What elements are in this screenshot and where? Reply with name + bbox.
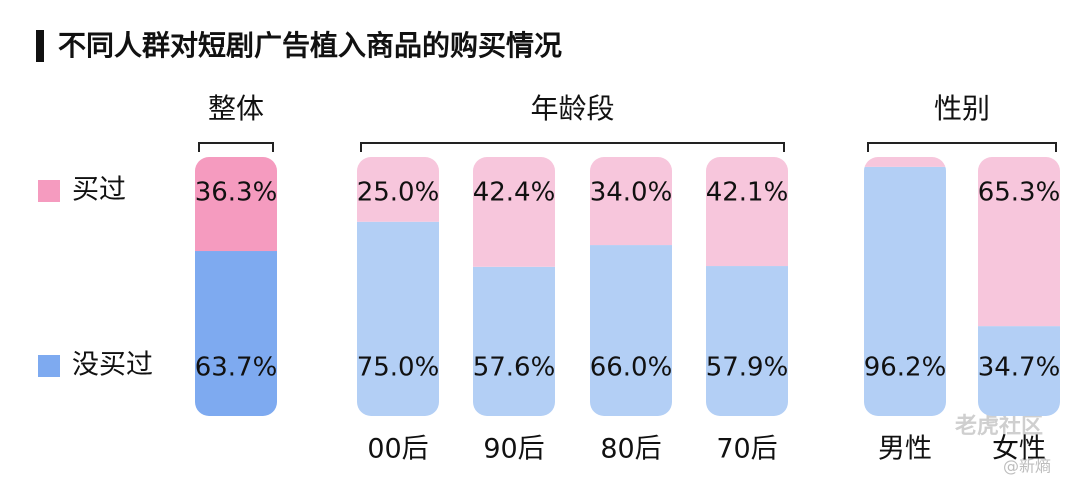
bar-segment	[978, 157, 1060, 327]
legend-swatch	[38, 355, 60, 377]
stacked-bar	[864, 157, 946, 416]
group-bracket	[867, 142, 1057, 152]
title-marker	[36, 30, 44, 62]
group-title: 性别	[934, 92, 990, 125]
x-tick-label: 80后	[600, 434, 661, 465]
value-label: 75.0%	[357, 353, 440, 383]
value-label: 25.0%	[357, 178, 440, 208]
x-tick-label: 男性	[878, 434, 932, 465]
bar-segment	[195, 157, 277, 252]
group-title: 整体	[208, 92, 264, 125]
watermark: @新熵	[1003, 457, 1051, 476]
bar-segment	[706, 157, 788, 267]
value-label: 34.7%	[978, 353, 1061, 383]
stacked-bar	[706, 157, 788, 416]
stacked-bar	[590, 157, 672, 416]
group-bracket	[360, 142, 785, 152]
group-title: 年龄段	[530, 92, 614, 125]
bar-segment	[357, 157, 439, 222]
group-bracket	[198, 142, 274, 152]
page-title: 不同人群对短剧广告植入商品的购买情况	[58, 29, 562, 62]
bar-segment	[195, 251, 277, 416]
stacked-bar	[195, 157, 277, 416]
stacked-bar	[473, 157, 555, 416]
x-tick-label: 女性	[992, 434, 1046, 465]
bar-segment	[864, 166, 946, 416]
legend-label: 没买过	[72, 350, 153, 381]
value-label: 96.2%	[864, 353, 947, 383]
x-tick-label: 90后	[483, 434, 544, 465]
value-label: 57.9%	[706, 353, 789, 383]
x-tick-label: 70后	[716, 434, 777, 465]
legend-label: 买过	[72, 175, 126, 206]
value-label: 57.6%	[473, 353, 556, 383]
legend-swatch	[38, 180, 60, 202]
x-tick-label: 00后	[367, 434, 428, 465]
bar-segment	[473, 157, 555, 267]
bar-segment	[357, 221, 439, 416]
value-label: 65.3%	[978, 178, 1061, 208]
stacked-bar	[978, 157, 1060, 416]
watermark: 老虎社区	[954, 413, 1043, 439]
value-label: 42.4%	[473, 178, 556, 208]
bar-segment	[590, 245, 672, 416]
stacked-bar	[357, 157, 439, 416]
value-label: 34.0%	[590, 178, 673, 208]
value-label: 63.7%	[195, 353, 278, 383]
value-label: 66.0%	[590, 353, 673, 383]
bar-segment	[590, 157, 672, 246]
bar-segment	[473, 266, 555, 416]
value-label: 36.3%	[195, 178, 278, 208]
value-label: 42.1%	[706, 178, 789, 208]
bar-segment	[978, 326, 1060, 416]
bar-segment	[864, 157, 946, 167]
bar-segment	[706, 266, 788, 416]
